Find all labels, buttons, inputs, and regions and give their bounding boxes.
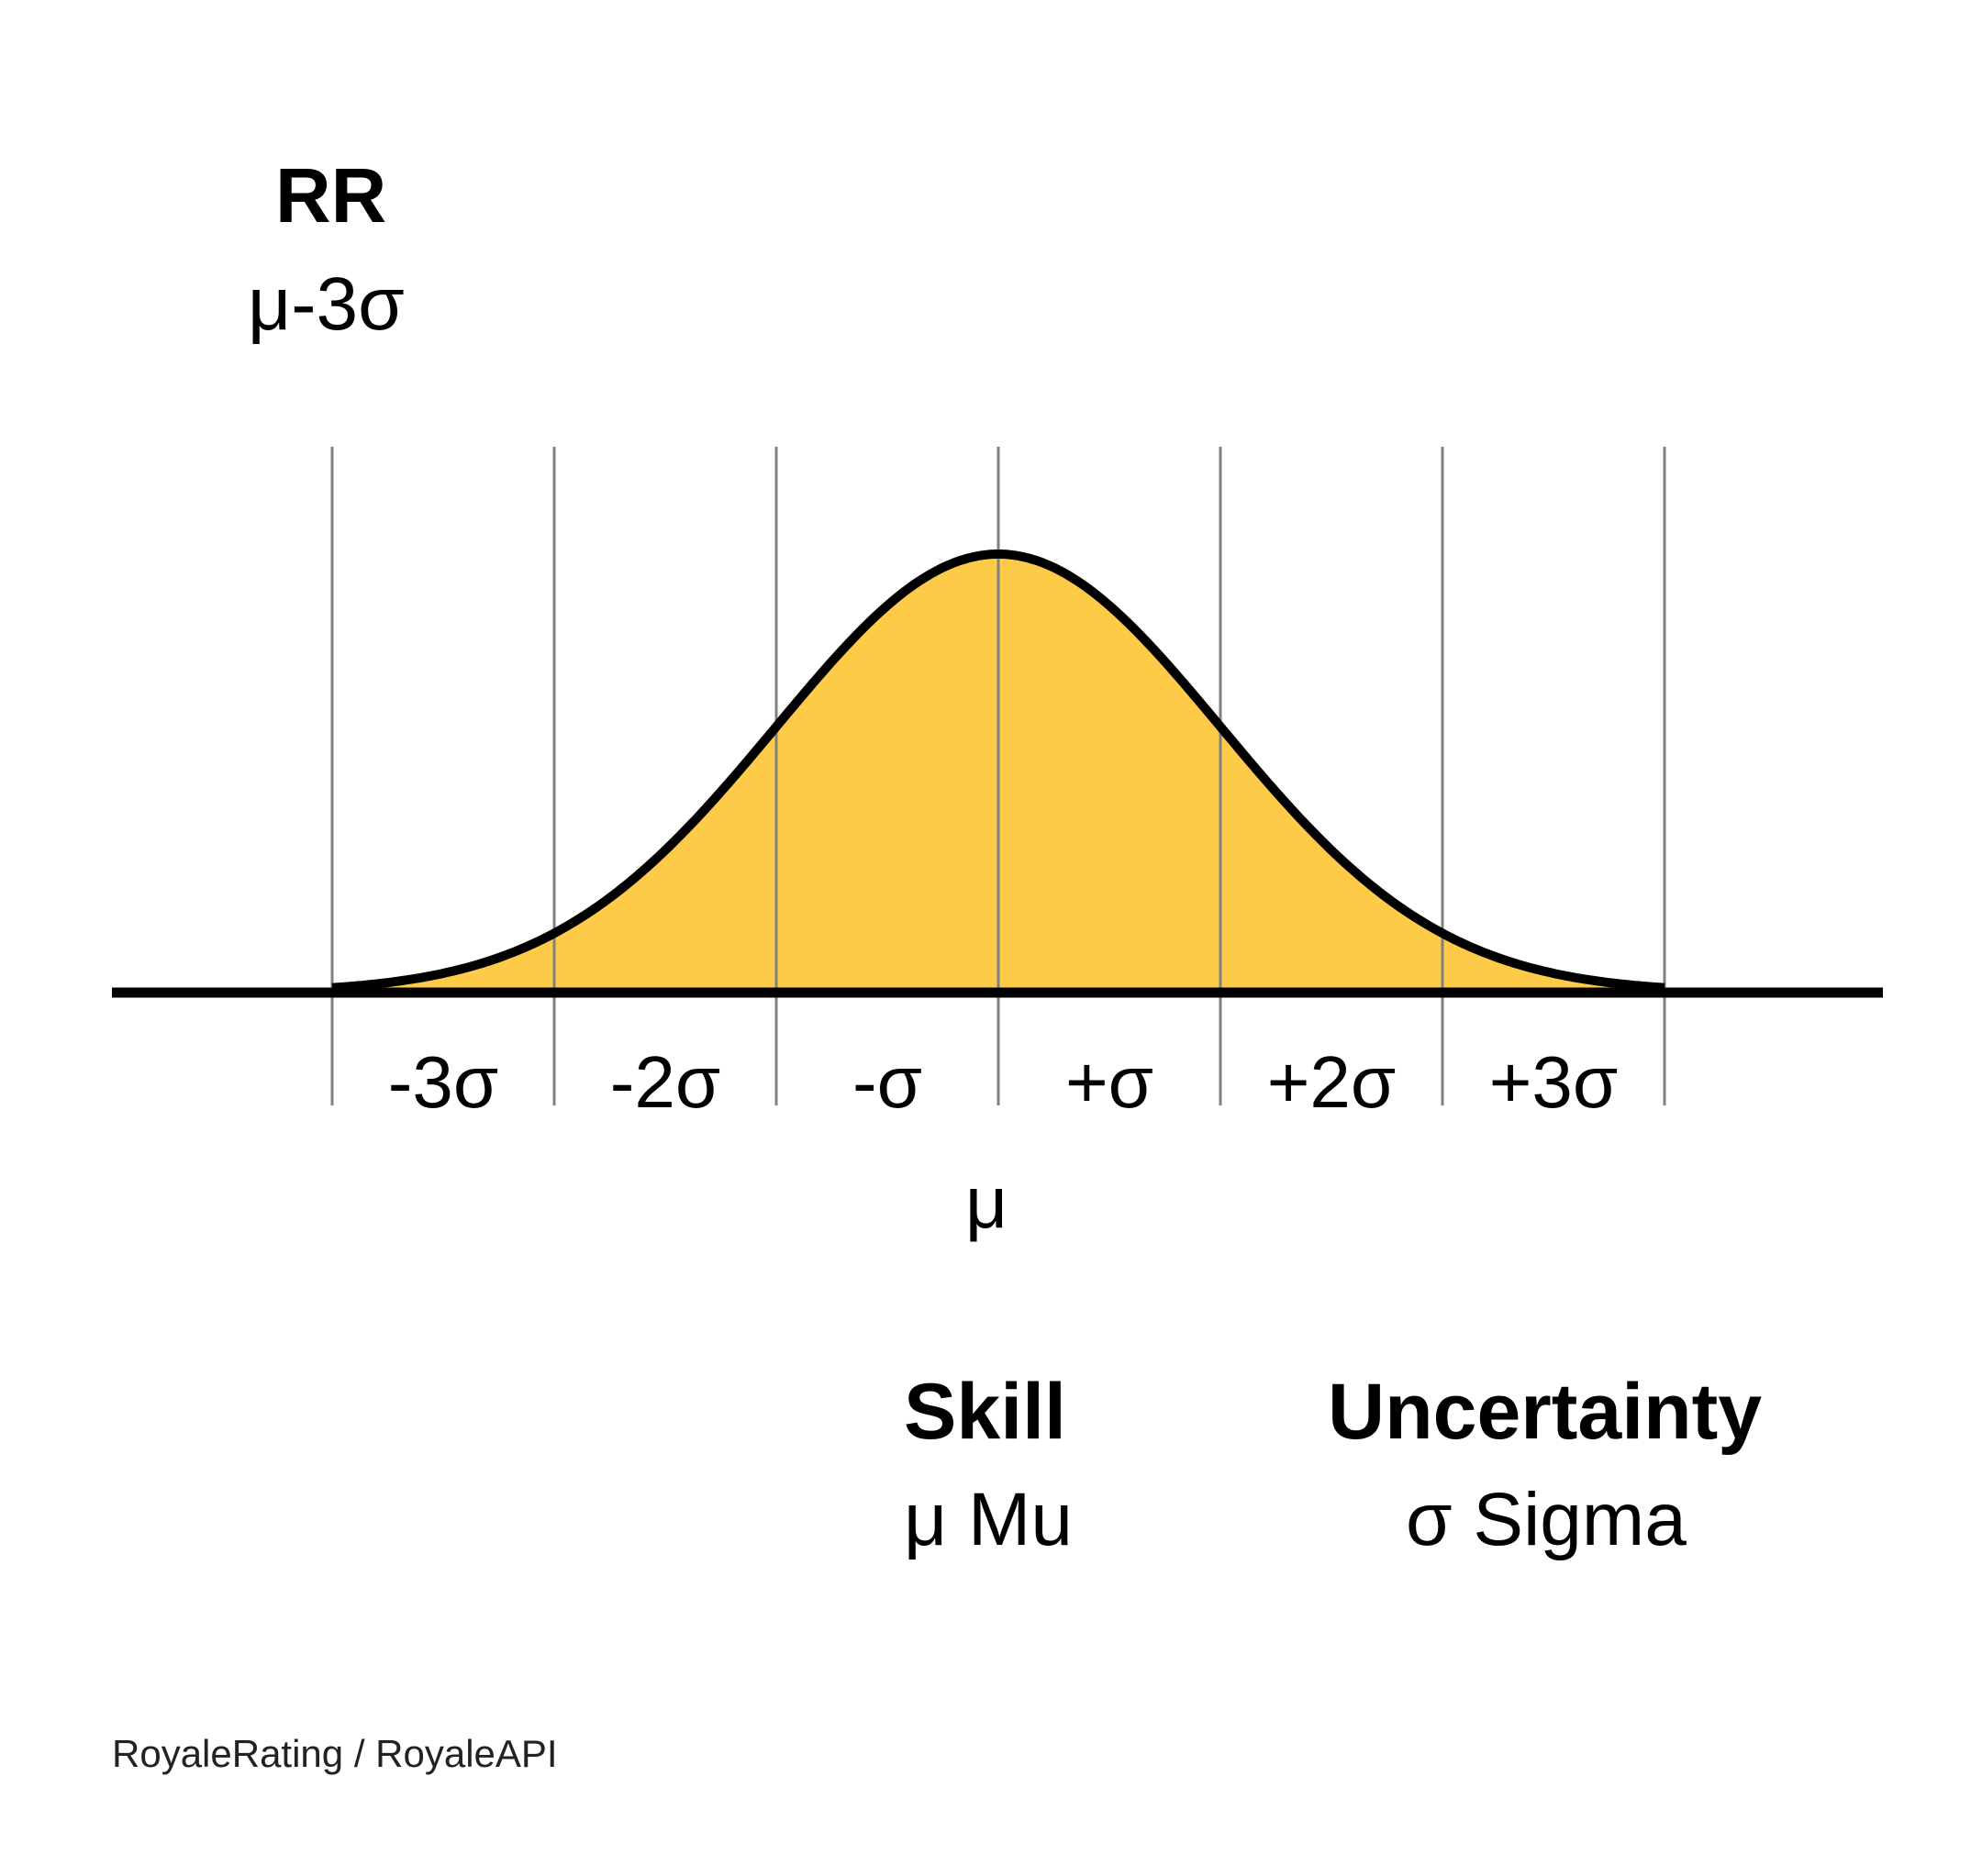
sigma-tick-label: +σ — [1065, 1041, 1153, 1123]
uncertainty-subtitle: σ Sigma — [1406, 1478, 1687, 1561]
credit-text: RoyaleRating / RoyaleAPI — [112, 1732, 558, 1775]
uncertainty-title: Uncertainty — [1328, 1368, 1763, 1456]
sigma-tick-label: -2σ — [610, 1041, 721, 1123]
bell-curve-line — [331, 549, 1665, 993]
sigma-tick-labels: -3σ -2σ -σ +σ +2σ +3σ — [388, 1041, 1619, 1123]
sigma-tick-label: -3σ — [388, 1041, 499, 1123]
rr-formula: μ-3σ — [248, 262, 405, 346]
sigma-tick-label: +2σ — [1267, 1041, 1397, 1123]
sigma-tick-label: -σ — [852, 1041, 922, 1123]
mean-label: μ — [965, 1161, 1008, 1243]
sigma-gridlines — [330, 447, 1666, 1105]
skill-subtitle: μ Mu — [904, 1478, 1073, 1561]
sigma-tick-label: +3σ — [1489, 1041, 1619, 1123]
skill-title: Skill — [904, 1368, 1066, 1456]
rr-title: RR — [275, 152, 387, 239]
